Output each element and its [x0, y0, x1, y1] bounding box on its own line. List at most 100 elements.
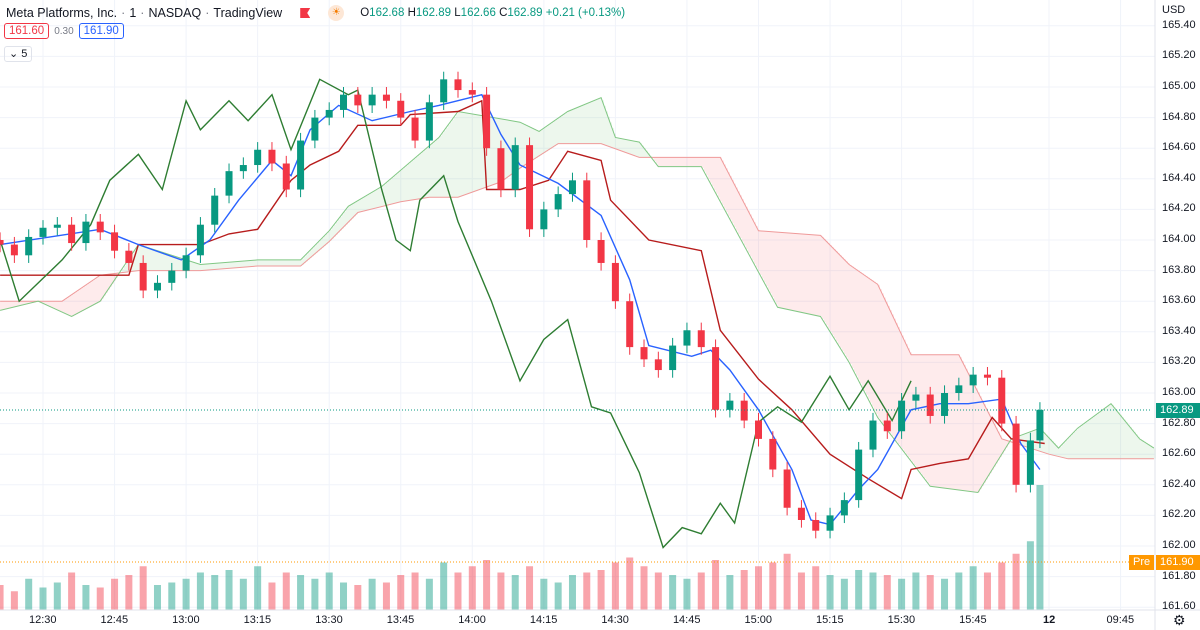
cloud-fill-segment: [974, 384, 976, 492]
cloud-fill-segment: [470, 113, 472, 193]
cloud-fill-segment: [172, 255, 174, 271]
cloud-fill-segment: [1092, 417, 1094, 459]
cloud-fill-segment: [902, 335, 904, 450]
cloud-fill-segment: [560, 116, 562, 144]
cloud-fill-segment: [168, 254, 170, 271]
cloud-fill-segment: [244, 260, 246, 268]
cloud-fill-segment: [402, 169, 404, 202]
cloud-fill-segment: [218, 263, 220, 270]
cloud-fill-segment: [1054, 443, 1056, 456]
cloud-fill-segment: [340, 216, 342, 231]
volume-bar: [855, 570, 863, 610]
cloud-fill-segment: [404, 167, 406, 202]
cloud-fill-segment: [334, 224, 336, 237]
base-line: [0, 99, 1045, 500]
time-tick: 13:45: [386, 614, 415, 626]
candle-body: [39, 227, 47, 237]
cloud-fill-segment: [308, 252, 310, 260]
cloud-fill-segment: [878, 284, 880, 418]
cloud-fill-segment: [394, 175, 396, 204]
cloud-fill-segment: [344, 211, 346, 227]
cloud-fill-segment: [1148, 444, 1150, 459]
conversion-line: [0, 93, 1041, 526]
cloud-fill-segment: [600, 98, 602, 144]
indicators-toggle[interactable]: ⌄ 5: [4, 46, 33, 62]
premarket-price-tag: 161.90: [1156, 555, 1200, 570]
close-label: C: [499, 7, 508, 19]
cloud-fill-segment: [542, 129, 544, 154]
cloud-fill-segment: [1070, 436, 1072, 459]
candle-body: [783, 469, 791, 508]
cloud-fill-segment: [144, 246, 146, 271]
volume-bar: [254, 566, 262, 610]
cloud-fill-segment: [1068, 438, 1070, 459]
cloud-fill-segment: [708, 157, 710, 179]
cloud-fill-segment: [92, 280, 94, 306]
cloud-fill-segment: [506, 119, 508, 179]
cloud-fill-segment: [492, 117, 494, 186]
cloud-fill-segment: [964, 364, 966, 491]
cloud-fill-segment: [1086, 422, 1088, 459]
cloud-fill-segment: [1044, 432, 1046, 453]
time-tick: 14:30: [601, 614, 629, 626]
candle-body: [912, 394, 920, 401]
volume-bar: [611, 562, 619, 610]
cloud-fill-segment: [428, 146, 430, 198]
change-value: +0.21 (+0.13%): [545, 7, 626, 19]
cloud-fill-segment: [932, 354, 934, 487]
candle-body: [1026, 440, 1034, 485]
volume-bar: [53, 582, 61, 610]
ichimoku-lines: [0, 78, 1155, 549]
sell-button[interactable]: 161.60: [4, 23, 50, 39]
cloud-fill-segment: [526, 125, 528, 165]
cloud-fill-segment: [68, 297, 70, 315]
cloud-fill-segment: [594, 100, 596, 144]
cloud-fill-segment: [804, 234, 806, 313]
cloud-fill-segment: [20, 301, 22, 306]
symbol-name[interactable]: Meta Platforms, Inc.: [6, 6, 118, 20]
time-tick: 12:30: [29, 614, 57, 626]
cloud-fill-segment: [396, 174, 398, 203]
cloud-fill-segment: [352, 204, 354, 219]
cloud-fill-segment: [850, 265, 852, 365]
cloud-fill-segment: [240, 261, 242, 268]
cloud-fill-segment: [134, 251, 136, 272]
cloud-fill-segment: [436, 139, 438, 198]
buy-button[interactable]: 161.90: [78, 23, 124, 39]
volume-bar: [898, 578, 906, 610]
cloud-fill-segment: [260, 259, 262, 267]
price-tick: 165.00: [1162, 80, 1196, 92]
cloud-fill-segment: [812, 234, 814, 315]
cloud-fill-segment: [1004, 439, 1006, 451]
flag-icon[interactable]: [300, 8, 311, 18]
currency-label[interactable]: USD: [1162, 4, 1186, 16]
settings-gear-icon[interactable]: ⚙: [1173, 612, 1186, 628]
candle-body: [411, 117, 419, 141]
cloud-fill-segment: [384, 184, 386, 206]
cloud-fill-segment: [454, 116, 456, 198]
cloud-fill-segment: [754, 222, 756, 264]
cloud-fill-segment: [524, 124, 526, 166]
cloud-fill-segment: [152, 248, 154, 271]
exchange: NASDAQ: [148, 6, 202, 20]
interval[interactable]: 1: [129, 6, 137, 20]
volume-bar: [497, 572, 505, 610]
candle-body: [855, 449, 863, 501]
cloud-fill-segment: [926, 354, 928, 481]
candle-body: [740, 400, 748, 421]
cloud-fill-segment: [952, 354, 954, 490]
cloud-fill-segment: [192, 261, 194, 271]
price-tick: 162.00: [1162, 539, 1196, 551]
time-tick: 13:00: [172, 614, 200, 626]
cloud-fill-segment: [130, 257, 132, 272]
cloud-fill-segment: [1100, 411, 1102, 459]
cloud-fill-segment: [552, 122, 554, 148]
cloud-fill-segment: [746, 206, 748, 250]
cloud-fill-segment: [1128, 424, 1130, 459]
cloud-fill-segment: [360, 199, 362, 212]
cloud-fill-segment: [654, 157, 656, 162]
candle-body: [597, 240, 605, 263]
cloud-fill-segment: [752, 218, 754, 261]
cloud-fill-segment: [372, 192, 374, 209]
